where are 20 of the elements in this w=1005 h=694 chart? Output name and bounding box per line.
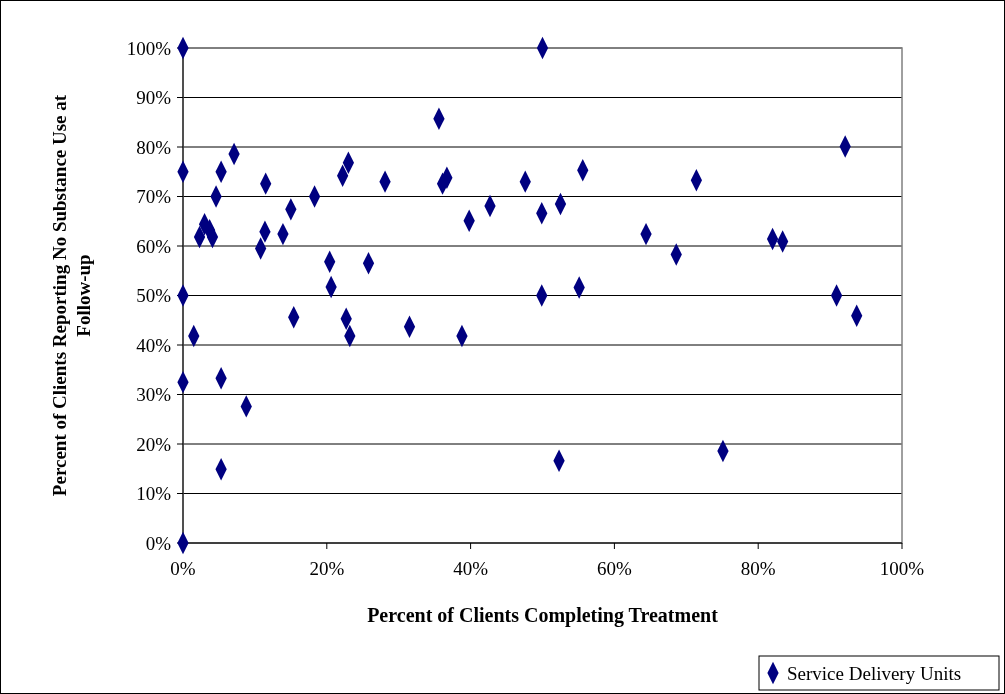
x-tick-label: 60%	[596, 558, 632, 579]
y-tick-label: 0%	[145, 532, 172, 554]
y-tick-label: 40%	[136, 334, 172, 356]
x-tick-label: 20%	[309, 558, 345, 579]
legend-label: Service Delivery Units	[787, 662, 962, 684]
y-axis-title: Percent of Clients Reporting No Substance Use at Follow-up	[49, 94, 94, 497]
y-tick-label: 90%	[136, 87, 172, 109]
y-tick-label: 30%	[136, 384, 172, 406]
y-tick-label: 100%	[126, 37, 172, 59]
y-tick-label: 80%	[136, 136, 172, 158]
x-tick-label: 0%	[170, 558, 196, 579]
x-tick-label: 80%	[740, 558, 776, 579]
x-axis-title: Percent of Clients Completing Treatment	[367, 604, 719, 627]
x-tick-label: 100%	[879, 558, 925, 579]
y-tick-label: 20%	[136, 433, 172, 455]
y-tick-label: 60%	[136, 235, 172, 257]
x-tick-label: 40%	[453, 558, 489, 579]
y-tick-label: 10%	[136, 483, 172, 505]
y-tick-label: 70%	[136, 186, 172, 208]
y-tick-label: 50%	[136, 285, 172, 307]
